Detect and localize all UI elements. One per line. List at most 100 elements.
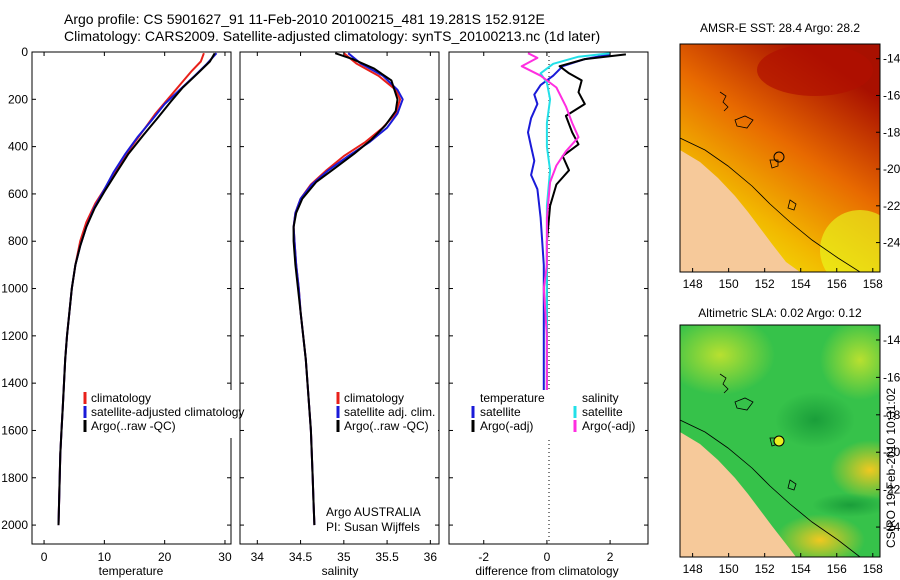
- salinity-profile-panel: 34 34.5 35 35.5 36 salinity climatology sate…: [239, 51, 440, 578]
- salinity-x-label: salinity: [322, 564, 359, 578]
- legend-label-sal-climatology: climatology: [344, 391, 404, 405]
- depth-tick-label-9: 1800: [1, 471, 28, 485]
- x-tick-label-0-0: 0: [41, 550, 48, 564]
- sla-patch-east: [830, 440, 880, 500]
- depth-tick-label-0: 0: [21, 45, 28, 59]
- sst-warm-core: [757, 44, 873, 96]
- x-tick-label-0-1: 10: [98, 550, 112, 564]
- profile-line-0-1: [57, 52, 218, 526]
- figure-title-line1: Argo profile: CS 5901627_91 11-Feb-2010 …: [64, 11, 545, 27]
- sla-patch-northwest: [680, 325, 775, 395]
- temperature-profile-panel: 0 10 20 30 0 200 400 600 800 1000 1200 1400 1600 180…: [1, 45, 244, 578]
- map-longitude-label-3-4: 156: [827, 277, 847, 291]
- depth-tick-label-7: 1400: [1, 376, 28, 390]
- difference-legend-box: [465, 390, 645, 438]
- x-tick-label-2-1: 0: [544, 550, 551, 564]
- sst-shelf-contour: [680, 137, 861, 272]
- temperature-axes-frame: [31, 51, 232, 545]
- sla-map-x-ticks: 148 150 152 154 156 158: [683, 553, 883, 576]
- depth-tick-label-8: 1600: [1, 423, 28, 437]
- depth-y-ticks: 0 200 400 600 800 1000 1200 1400 1600 1800 2000: [1, 45, 231, 532]
- depth-tick-label-10: 2000: [1, 518, 28, 532]
- temperature-x-ticks: 0 10 20 30: [41, 52, 232, 564]
- temperature-legend-box: [80, 390, 238, 438]
- map-longitude-label-3-1: 150: [719, 277, 739, 291]
- x-tick-label-0-3: 30: [218, 550, 232, 564]
- profile-line-2-1: [545, 53, 627, 400]
- salinity-y-ticks: [240, 51, 439, 526]
- map-latitude-label-3-2: -18: [883, 125, 900, 139]
- sla-reef-outlines: [719, 373, 797, 491]
- difference-legend: temperature satellite Argo(-adj) salinit…: [465, 390, 645, 438]
- sst-cool-patch: [820, 210, 880, 272]
- float-pi-annotation: PI: Susan Wijffels: [326, 520, 420, 534]
- depth-tick-label-5: 1000: [1, 282, 28, 296]
- temperature-x-label: temperature: [99, 564, 164, 578]
- difference-axes-frame: [448, 51, 649, 545]
- sst-map-x-ticks: 148 150 152 154 156 158: [683, 268, 883, 291]
- x-tick-label-1-0: 34: [251, 550, 265, 564]
- sla-land-mask: [680, 432, 796, 557]
- sst-argo-marker: [773, 151, 785, 163]
- sst-map-title: AMSR-E SST: 28.4 Argo: 28.2: [700, 21, 860, 35]
- profile-line-0-2: [57, 52, 216, 526]
- map-latitude-label-4-0: -14: [883, 333, 900, 347]
- sla-shelf-contour: [680, 419, 861, 557]
- depth-tick-label-3: 600: [8, 187, 28, 201]
- sst-map-y-ticks: -14 -16 -18 -20 -22 -24: [876, 52, 900, 250]
- difference-profile-panel: -2 0 2 difference from climatology tempera…: [448, 51, 649, 578]
- map-longitude-label-4-0: 148: [683, 562, 703, 576]
- x-tick-label-1-1: 34.5: [289, 550, 313, 564]
- legend-label-diff-temp-argo: Argo(-adj): [480, 419, 533, 433]
- depth-tick-label-1: 200: [8, 92, 28, 106]
- map-latitude-label-3-0: -14: [883, 52, 900, 66]
- legend-label-sal-satellite: satellite adj. clim.: [344, 405, 435, 419]
- map-latitude-label-4-2: -18: [883, 408, 900, 422]
- sst-heatmap-field: [680, 44, 880, 272]
- legend-heading-salinity: salinity: [582, 391, 619, 405]
- sst-map-frame: [679, 43, 881, 273]
- profile-line-2-0: [527, 53, 611, 400]
- legend-label-argo: Argo(..raw -QC): [91, 419, 176, 433]
- profile-line-1-0: [292, 52, 402, 526]
- legend-label-satellite: satellite-adjusted climatology: [91, 405, 244, 419]
- sla-map-frame: [679, 324, 881, 558]
- sla-heatmap-field: [680, 325, 880, 557]
- x-tick-label-1-3: 35.5: [375, 550, 399, 564]
- legend-heading-temperature: temperature: [480, 391, 545, 405]
- legend-label-climatology: climatology: [91, 391, 151, 405]
- map-latitude-label-4-4: -22: [883, 483, 900, 497]
- x-tick-label-1-2: 35: [337, 550, 351, 564]
- salinity-series-group: [292, 52, 404, 526]
- legend-label-diff-temp-satellite: satellite: [480, 405, 521, 419]
- map-longitude-label-4-1: 150: [719, 562, 739, 576]
- profile-line-0-0: [57, 52, 205, 526]
- depth-tick-label-6: 1200: [1, 329, 28, 343]
- difference-x-ticks: -2 0 2: [478, 52, 614, 564]
- legend-label-diff-sal-satellite: satellite: [582, 405, 623, 419]
- map-longitude-label-3-0: 148: [683, 277, 703, 291]
- map-longitude-label-3-3: 154: [791, 277, 811, 291]
- sst-land-mask: [680, 150, 800, 272]
- generation-stamp: CSIRO 19-Feb-2010 10:31:02: [884, 388, 898, 548]
- salinity-legend: climatology satellite adj. clim. Argo(..…: [333, 390, 438, 438]
- sla-band-southeast: [812, 493, 880, 517]
- sla-map-y-ticks: -14 -16 -18 -20 -22 -24: [876, 333, 900, 534]
- map-latitude-label-3-1: -16: [883, 88, 900, 102]
- x-tick-label-2-2: 2: [607, 550, 614, 564]
- map-latitude-label-4-5: -24: [883, 520, 900, 534]
- map-latitude-label-3-5: -24: [883, 236, 900, 250]
- map-latitude-label-3-4: -22: [883, 199, 900, 213]
- x-tick-label-0-2: 20: [158, 550, 172, 564]
- map-longitude-label-4-5: 158: [863, 562, 883, 576]
- temperature-legend: climatology satellite-adjusted climatolo…: [80, 390, 244, 438]
- profile-line-2-3: [520, 52, 580, 400]
- sst-map-panel: AMSR-E SST: 28.4 Argo: 28.2 148 150 152 154…: [679, 21, 900, 291]
- map-latitude-label-4-1: -16: [883, 370, 900, 384]
- profile-line-1-2: [292, 52, 399, 526]
- figure-title-line2: Climatology: CARS2009. Satellite-adjuste…: [64, 28, 600, 44]
- map-longitude-label-4-4: 156: [827, 562, 847, 576]
- salinity-axes-frame: [239, 51, 440, 545]
- salinity-x-ticks: 34 34.5 35 35.5 36: [251, 52, 437, 564]
